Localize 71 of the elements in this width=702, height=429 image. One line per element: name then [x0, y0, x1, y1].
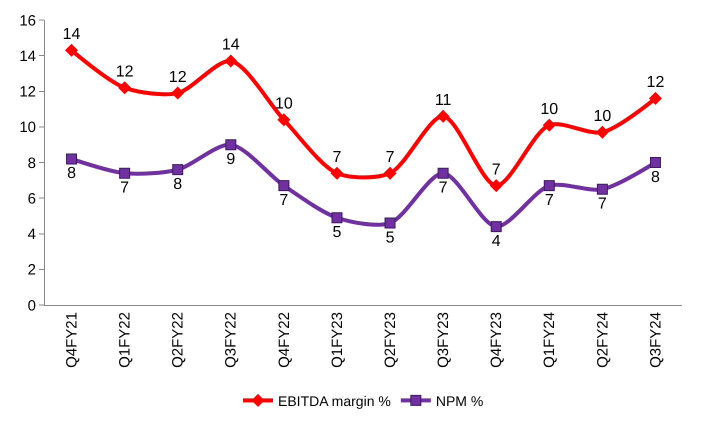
data-label: 5	[332, 224, 342, 241]
point	[277, 113, 290, 126]
point	[384, 218, 396, 229]
data-label: 10	[540, 100, 558, 118]
y-tick-label: 2	[28, 262, 36, 279]
data-label: 12	[116, 63, 134, 80]
point	[650, 157, 661, 168]
data-label: 12	[646, 74, 664, 92]
y-tick-label: 6	[28, 190, 36, 208]
point	[66, 153, 78, 164]
data-label: 7	[598, 195, 607, 212]
x-tick-label: Q4FY21	[63, 312, 80, 368]
data-label: 12	[168, 68, 187, 86]
point	[119, 168, 130, 179]
x-tick-label: Q2FY24	[594, 312, 612, 368]
point	[542, 118, 556, 132]
legend-label: NPM %	[436, 392, 484, 409]
y-tick-label: 10	[19, 119, 36, 136]
data-label: 8	[651, 168, 660, 186]
x-tick-label: Q1FY22	[116, 312, 134, 368]
legend-label: EBITDA margin %	[278, 392, 391, 409]
data-label: 4	[492, 232, 501, 250]
point	[331, 212, 342, 224]
data-label: 8	[173, 176, 182, 193]
point	[436, 110, 450, 123]
point	[330, 166, 344, 180]
x-tick-label: Q2FY22	[170, 312, 187, 368]
data-label: 10	[274, 96, 293, 112]
point	[118, 81, 132, 94]
point	[596, 184, 608, 195]
x-tick-label: Q3FY24	[647, 312, 664, 368]
point	[65, 44, 78, 57]
y-tick-label: 12	[19, 84, 36, 100]
x-tick-label: Q2FY23	[382, 312, 399, 368]
point	[171, 86, 184, 100]
point	[384, 166, 397, 180]
x-tick-label: Q4FY22	[276, 312, 293, 368]
data-label: 7	[544, 192, 554, 209]
point	[490, 221, 502, 232]
point	[225, 139, 236, 150]
point	[224, 54, 238, 68]
data-label: 14	[222, 36, 240, 54]
point	[648, 92, 662, 105]
point	[438, 168, 449, 179]
data-label: 7	[438, 179, 448, 196]
x-tick-label: Q1FY23	[328, 312, 346, 368]
data-label: 7	[120, 179, 130, 196]
data-label: 8	[67, 165, 76, 182]
y-tick-label: 0	[28, 297, 36, 314]
x-tick-label: Q3FY23	[435, 312, 452, 368]
point	[490, 179, 503, 192]
y-tick-label: 4	[28, 226, 36, 243]
x-tick-label: Q4FY23	[488, 312, 506, 368]
y-tick-label: 16	[19, 12, 36, 30]
point	[172, 164, 184, 176]
y-tick-label: 14	[19, 48, 36, 65]
point	[544, 180, 555, 192]
data-label: 7	[492, 161, 501, 178]
data-label: 14	[62, 26, 81, 44]
data-label: 11	[434, 92, 452, 109]
data-label: 9	[226, 150, 236, 168]
data-label: 10	[593, 108, 612, 125]
data-label: 7	[332, 148, 342, 166]
point	[278, 180, 290, 192]
data-label: 7	[279, 192, 288, 209]
data-label: 5	[386, 229, 395, 246]
data-label: 7	[386, 148, 395, 166]
point	[596, 126, 609, 139]
y-tick-label: 8	[28, 154, 36, 172]
x-tick-label: Q3FY22	[222, 312, 240, 368]
x-tick-label: Q1FY24	[541, 312, 558, 368]
